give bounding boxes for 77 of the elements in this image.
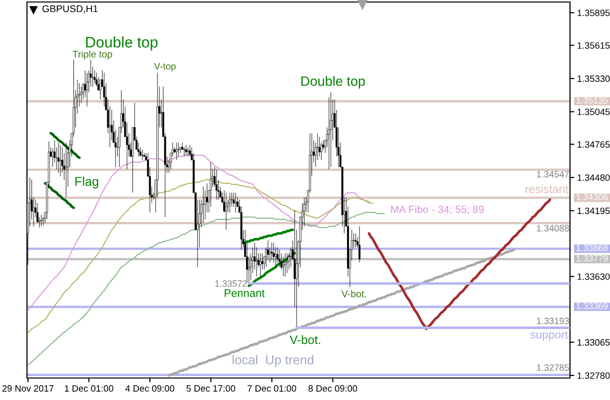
candlestick: [86, 72, 88, 107]
candlestick: [185, 144, 188, 156]
candlestick: [94, 70, 96, 84]
ref-line-label: 1.33868: [576, 244, 608, 252]
annotation: Double top: [86, 36, 158, 51]
candlestick: [225, 192, 228, 230]
x-tick-label: 4 Dec 09:00: [125, 385, 174, 392]
candlestick: [187, 146, 189, 157]
ref-line-label: 1.33779: [576, 255, 608, 262]
annotation: V-bot.: [341, 290, 366, 298]
line-series: [168, 248, 516, 377]
candlestick: [272, 242, 275, 263]
candlestick: [65, 142, 68, 198]
annotation: 1.32785: [536, 364, 569, 371]
annotation: support: [530, 331, 568, 341]
annotation: resistant: [526, 184, 568, 194]
x-tick-label: 29 Nov 2017: [2, 385, 54, 392]
line-series: [27, 212, 385, 366]
candlestick: [188, 144, 191, 157]
annotation: V-top: [154, 62, 176, 72]
annotation: 1.34088: [536, 224, 569, 232]
y-tick-label: 1.35330: [578, 75, 610, 82]
annotation: Double top: [301, 76, 365, 89]
y-tick-label: 1.33065: [578, 339, 610, 346]
x-tick-label: 8 Dec 09:00: [308, 385, 358, 392]
line-series: [50, 132, 81, 159]
candlestick: [228, 192, 231, 213]
candlestick: [139, 146, 142, 157]
x-tick-label: 1 Dec 01:00: [64, 385, 114, 392]
candlestick: [57, 142, 60, 174]
annotation: Flag: [75, 176, 98, 188]
candlestick: [234, 192, 237, 213]
candlestick: [286, 252, 288, 274]
annotation: Triple top: [72, 50, 112, 60]
annotation: 1.33193: [536, 318, 569, 324]
annotation: V-bot.: [290, 335, 320, 344]
candlestick: [59, 144, 62, 177]
candlestick: [103, 72, 106, 107]
y-tick-label: 1.32780: [578, 372, 610, 379]
y-tick-label: 1.35895: [578, 10, 610, 16]
y-tick-label: 1.34195: [578, 208, 610, 214]
chart-title: GBPUSD,H1: [42, 5, 98, 14]
ref-line-label: 1.35135: [576, 97, 608, 104]
y-tick-label: 1.33630: [578, 273, 610, 280]
candlestick: [177, 142, 180, 157]
candlestick: [354, 233, 357, 248]
candlestick: [96, 72, 98, 87]
annotation: 1.34547: [536, 170, 569, 178]
candlestick: [137, 142, 140, 157]
y-tick-label: 1.34765: [578, 141, 610, 148]
y-tick-label: 1.35045: [578, 108, 610, 116]
annotation: 1.33572: [215, 280, 247, 287]
candlestick: [276, 247, 279, 263]
ref-line-label: 1.33369: [576, 302, 608, 310]
candlestick: [216, 169, 218, 200]
candlestick: [80, 86, 82, 104]
candlestick: [183, 146, 186, 157]
candlestick: [330, 92, 332, 168]
candlestick: [282, 256, 284, 277]
candlestick: [358, 226, 360, 263]
ref-line-label: 1.34306: [576, 194, 608, 200]
x-tick-label: 7 Dec 01:00: [248, 385, 296, 392]
candlestick: [278, 249, 280, 268]
y-tick-label: 1.34480: [578, 174, 610, 181]
candlestick: [176, 142, 178, 160]
annotation: local Up trend: [232, 355, 314, 367]
y-tick-label: 1.35615: [578, 42, 610, 49]
annotation: Pennant: [224, 289, 265, 297]
candlestick: [126, 122, 128, 170]
candlestick: [318, 136, 320, 157]
candlestick: [36, 202, 38, 224]
candlestick: [270, 242, 273, 260]
annotation: MA Fibo - 34; 55; 89: [391, 205, 484, 214]
candlestick: [328, 96, 330, 170]
candlestick: [303, 197, 306, 227]
x-tick-label: 5 Dec 17:00: [186, 385, 236, 392]
candlestick: [284, 252, 286, 277]
